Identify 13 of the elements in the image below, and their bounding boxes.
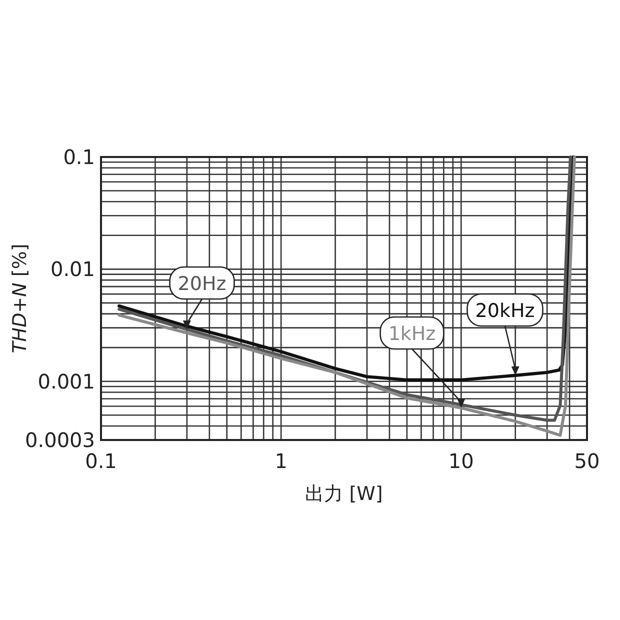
text: 1kHz xyxy=(388,323,436,345)
x-axis-title: 出力 [W] xyxy=(305,483,383,505)
x-tick-label: 10 xyxy=(448,449,474,473)
x-tick-label: 0.1 xyxy=(85,449,117,473)
series-label: 20Hz xyxy=(178,273,226,295)
x-tick-label: 1 xyxy=(274,449,288,473)
x-tick-label: 50 xyxy=(574,449,600,473)
y-tick-label: 0.0003 xyxy=(25,428,95,452)
y-axis-title: THD+N [%] xyxy=(9,244,31,354)
y-tick-label: 0.1 xyxy=(63,145,95,169)
y-tick-label: 0.01 xyxy=(50,257,95,282)
series-label: 20kHz xyxy=(475,300,535,322)
y-tick-label: 0.001 xyxy=(38,369,95,394)
